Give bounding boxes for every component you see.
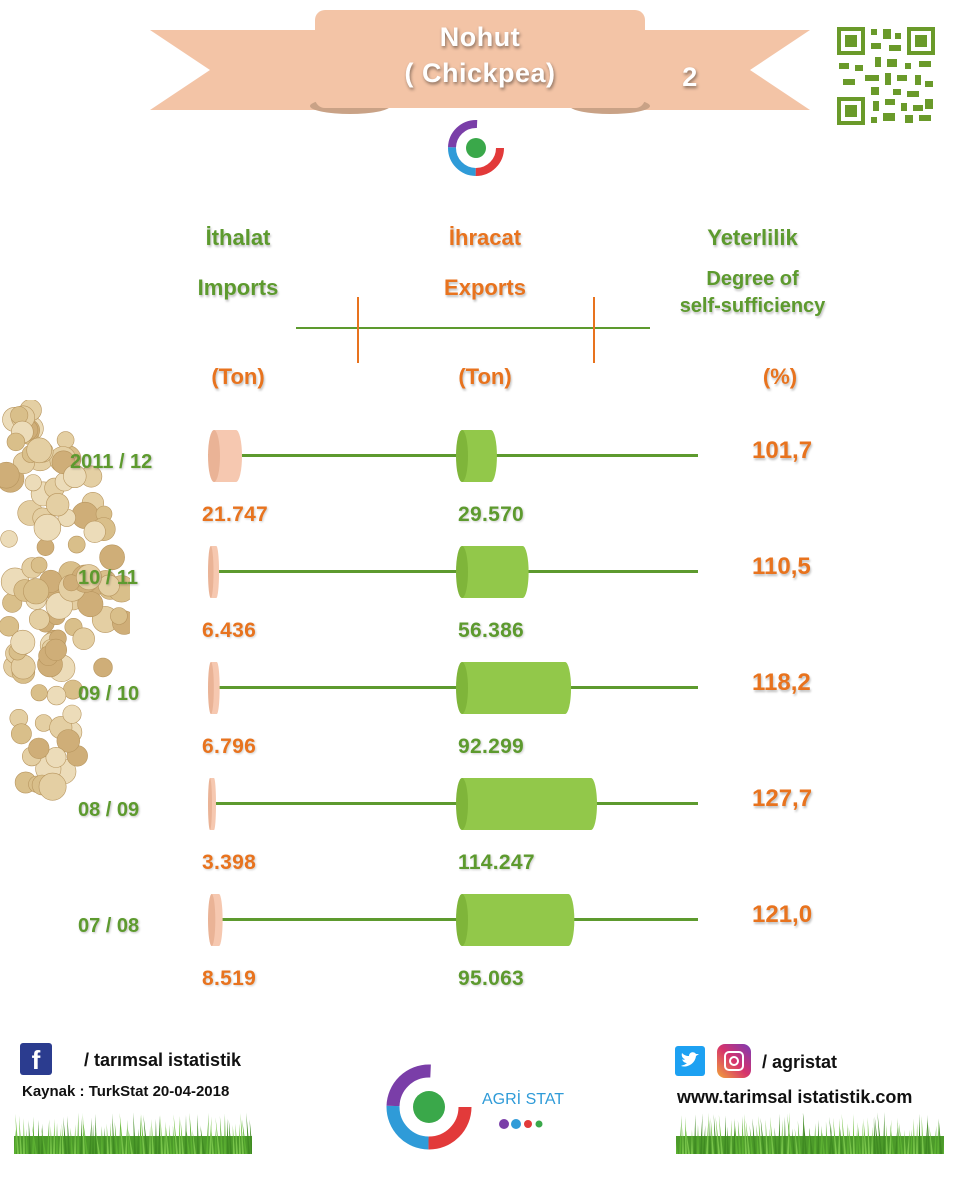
- exports-value: 92.299: [458, 735, 525, 758]
- exports-unit: (Ton): [458, 364, 512, 389]
- exports-bar: [456, 546, 529, 598]
- logo-icon: [448, 120, 504, 176]
- year-label: 10 / 11: [78, 567, 139, 589]
- row-line: [208, 802, 698, 805]
- year-label: 07 / 08: [78, 915, 140, 937]
- exports-value: 114.247: [458, 851, 535, 874]
- year-label: 09 / 10: [78, 683, 140, 705]
- twitter-icon[interactable]: [675, 1046, 705, 1076]
- qr-code: [835, 25, 937, 127]
- exports-bar: [456, 894, 575, 946]
- imports-bar: [208, 546, 220, 598]
- self-sufficiency-value: 101,7: [752, 437, 813, 464]
- exports-value: 95.063: [458, 967, 525, 990]
- source-text: Kaynak : TurkStat 20-04-2018: [22, 1083, 230, 1100]
- website-link[interactable]: www.tarimsal istatistik.com: [677, 1087, 913, 1107]
- facebook-handle[interactable]: / tarımsal istatistik: [84, 1050, 242, 1070]
- imports-value: 6.796: [202, 735, 257, 758]
- header-tick-right: [593, 297, 595, 363]
- grass-right: [673, 1110, 945, 1154]
- self-sufficiency-value: 121,0: [752, 901, 813, 928]
- exports-header-tr: İhracat: [448, 225, 522, 250]
- exports-value: 56.386: [458, 619, 525, 642]
- ss-unit: (%): [762, 364, 798, 389]
- imports-header-tr: İthalat: [205, 225, 271, 250]
- imports-value: 6.436: [202, 619, 257, 642]
- imports-value: 21.747: [202, 503, 269, 526]
- title-turkish: Nohut: [439, 22, 521, 52]
- imports-header-en: Imports: [197, 275, 279, 300]
- header-divider: [296, 327, 650, 329]
- row-line: [208, 686, 698, 689]
- row-line: [208, 918, 698, 921]
- facebook-icon[interactable]: f: [20, 1043, 52, 1075]
- ss-header-tr: Yeterlilik: [707, 225, 798, 250]
- exports-value: 29.570: [458, 503, 525, 526]
- imports-bar: [208, 430, 242, 482]
- instagram-icon[interactable]: [717, 1044, 751, 1078]
- imports-value: 8.519: [202, 967, 257, 990]
- grass-left: [14, 1110, 253, 1154]
- agristat-logo-icon: [385, 1063, 473, 1151]
- header-tick-left: [357, 297, 359, 363]
- imports-value: 3.398: [202, 851, 257, 874]
- page-number: 2: [682, 62, 698, 92]
- chickpeas-image: [0, 399, 137, 810]
- title-english: ( Chickpea): [404, 58, 556, 88]
- self-sufficiency-value: 127,7: [752, 785, 813, 812]
- imports-bar: [208, 894, 223, 946]
- imports-bar: [208, 778, 216, 830]
- imports-bar: [208, 662, 220, 714]
- social-handle[interactable]: / agristat: [762, 1052, 838, 1072]
- exports-bar: [456, 778, 597, 830]
- self-sufficiency-value: 118,2: [752, 669, 811, 696]
- self-sufficiency-value: 110,5: [752, 553, 811, 580]
- ss-header-en-2: self-sufficiency: [679, 295, 826, 317]
- row-line: [208, 454, 698, 457]
- brand-dots: [498, 1117, 548, 1135]
- imports-unit: (Ton): [211, 364, 265, 389]
- brand-name: AGRİ STAT: [482, 1091, 565, 1108]
- row-line: [208, 570, 698, 573]
- year-label: 2011 / 12: [70, 451, 153, 473]
- ss-header-en-1: Degree of: [706, 268, 799, 290]
- exports-header-en: Exports: [444, 275, 526, 300]
- exports-bar: [456, 430, 497, 482]
- exports-bar: [456, 662, 572, 714]
- ribbon-shape: [150, 10, 810, 114]
- title-banner: Nohut ( Chickpea) 2: [150, 8, 810, 128]
- year-label: 08 / 09: [78, 799, 140, 821]
